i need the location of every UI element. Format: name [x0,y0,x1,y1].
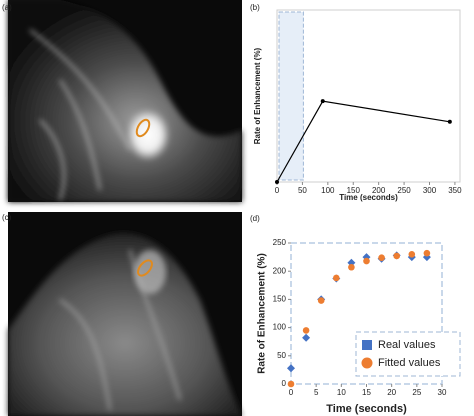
plot-frame [276,9,461,183]
x-tick-label: 20 [387,388,396,397]
y-tick-label: 200 [273,266,287,275]
x-tick-label: 25 [412,388,421,397]
x-tick-label: 300 [423,186,437,195]
point [302,327,310,334]
point [363,257,370,265]
x-tick-label: 5 [314,388,319,397]
legend-swatch [362,340,372,350]
x-tick-label: 350 [448,186,462,195]
x-axis-label: Time (seconds) [339,193,398,202]
legend-swatch [361,357,373,369]
panel-label: (d) [250,214,260,223]
y-axis-label: Rate of Enhancement (%) [253,47,262,144]
y-tick-label: 50 [277,351,286,360]
point [378,254,385,261]
point [447,119,452,124]
y-tick-label: 250 [273,238,287,247]
panel-label: (a) [2,3,12,12]
mri-image-a [8,0,242,202]
y-tick-label: 100 [273,323,287,332]
x-tick-label: 200 [372,186,386,195]
y-tick-label: 150 [273,295,287,304]
point [393,252,401,260]
y-axis-label: Rate of Enhancement (%) [257,253,268,374]
y-tick-label: 0 [282,379,287,388]
point [275,180,279,184]
x-axis-label: Time (seconds) [326,403,407,415]
panel-label: (c) [2,213,12,222]
point [423,249,431,257]
point [348,263,355,271]
point [287,380,295,388]
shaded-range [278,11,304,181]
legend-box [355,331,461,377]
x-tick-label: 15 [362,388,371,397]
x-tick-label: 250 [397,186,411,195]
point [408,250,416,258]
point [333,274,340,282]
plot-frame [290,242,443,385]
x-tick-label: 0 [275,186,280,195]
x-tick-label: 150 [347,186,361,195]
point [287,364,295,373]
x-tick-label: 30 [438,388,447,397]
point [317,297,325,304]
x-tick-label: 0 [289,388,294,397]
legend-label: Real values [378,339,436,351]
point [320,99,325,104]
panel-label: (b) [250,3,260,12]
point [302,333,311,342]
x-tick-label: 100 [321,186,335,195]
mri-image-c [8,212,242,416]
legend-label: Fitted values [378,357,441,369]
x-tick-label: 10 [337,388,346,397]
x-tick-label: 50 [298,186,307,195]
